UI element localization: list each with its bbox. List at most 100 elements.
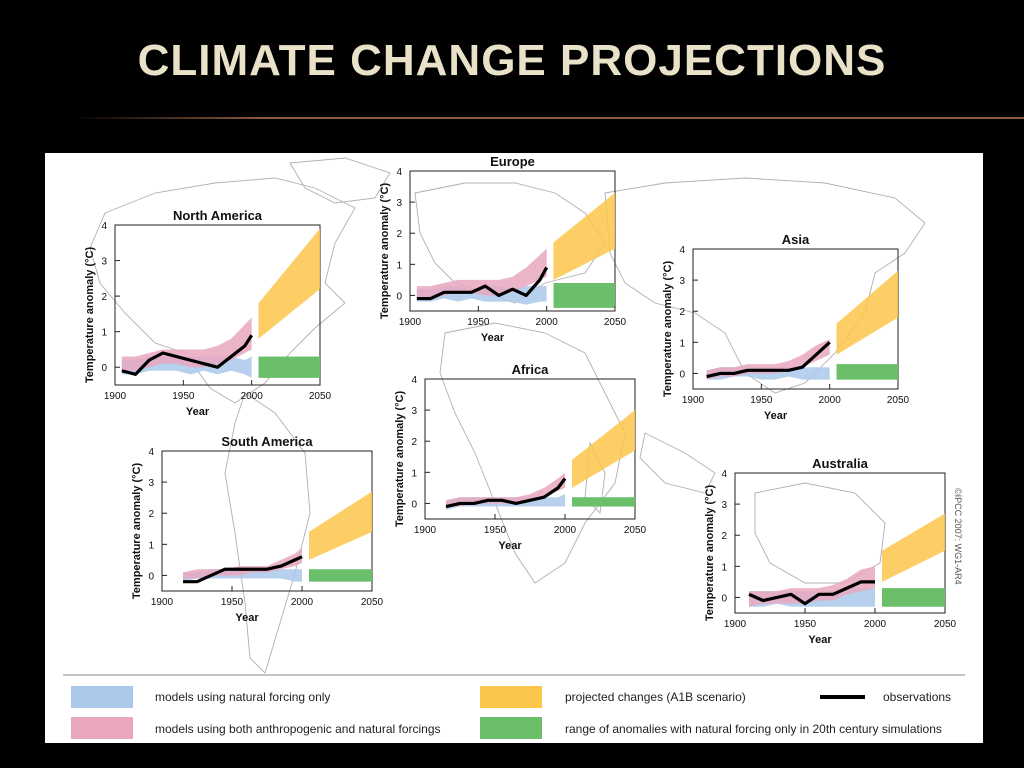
- y-tick-label: 1: [396, 260, 402, 271]
- x-tick-label: 2000: [536, 317, 559, 328]
- x-tick-label: 1950: [467, 317, 490, 328]
- y-tick-label: 1: [101, 328, 107, 339]
- legend: models using natural forcing only models…: [63, 674, 965, 739]
- x-tick-label: 2000: [554, 525, 577, 536]
- y-tick-label: 2: [679, 307, 685, 318]
- projected-band: [553, 192, 615, 280]
- chart-title: Australia: [812, 456, 868, 471]
- plot-frame: [692, 248, 899, 390]
- observations-line: [416, 266, 549, 301]
- observations-line: [706, 341, 831, 379]
- y-tick-label: 4: [396, 167, 402, 178]
- legend-label-both: models using both anthropogenic and natu…: [155, 722, 441, 736]
- natural-range-bar: [836, 364, 898, 380]
- x-tick-label: 2000: [291, 597, 314, 608]
- chart-panel: 0 1 2 3 4 1900 1950 2000 2050 South America Year Te…: [131, 434, 384, 624]
- ipcc-credit: ©IPCC 2007: WG1-AR4: [953, 488, 963, 585]
- both-forcing-band: [183, 547, 302, 579]
- natural-range-bar: [572, 497, 635, 507]
- y-tick-label: 2: [411, 437, 417, 448]
- y-tick-label: 4: [411, 375, 417, 386]
- y-tick-label: 1: [411, 468, 417, 479]
- x-tick-label: 2000: [819, 395, 842, 406]
- natural-range-bar: [258, 356, 320, 378]
- chart-title: Europe: [490, 154, 535, 169]
- x-tick-label: 2050: [361, 597, 384, 608]
- y-tick-label: 4: [101, 221, 107, 232]
- x-tick-label: 2050: [624, 525, 647, 536]
- x-axis-label: Year: [186, 406, 210, 418]
- x-tick-label: 1950: [172, 391, 195, 402]
- projected-band: [572, 410, 635, 488]
- x-tick-label: 1900: [399, 317, 422, 328]
- x-axis-label: Year: [498, 540, 522, 552]
- x-axis-label: Year: [764, 410, 788, 422]
- y-tick-label: 0: [101, 363, 107, 374]
- chart-panel: 0 1 2 3 4 1900 1950 2000 2050 North America Year Te…: [84, 208, 332, 418]
- x-tick-label: 1950: [794, 619, 817, 630]
- y-tick-label: 2: [148, 509, 154, 520]
- title-divider: [70, 117, 1024, 119]
- x-axis-label: Year: [235, 612, 259, 624]
- x-tick-label: 2050: [309, 391, 332, 402]
- x-tick-label: 2000: [241, 391, 264, 402]
- y-tick-label: 2: [101, 292, 107, 303]
- y-axis-label: Temperature anomaly (°C): [131, 463, 143, 600]
- chart-panel: 0 1 2 3 4 1900 1950 2000 2050 Africa Year Temperatu…: [394, 362, 647, 552]
- legend-swatch-range: [480, 717, 542, 739]
- x-tick-label: 2050: [934, 619, 957, 630]
- plot-frame: [114, 224, 321, 386]
- x-tick-label: 2050: [887, 395, 910, 406]
- observations-line: [445, 477, 567, 509]
- natural-range-bar: [309, 569, 372, 582]
- observations-line: [183, 555, 303, 584]
- projected-band: [836, 270, 898, 355]
- chart-panel: 0 1 2 3 4 1900 1950 2000 2050 Europe Year Temperatu…: [379, 154, 627, 344]
- x-axis-label: Year: [481, 332, 505, 344]
- legend-label-range: range of anomalies with natural forcing …: [565, 722, 942, 736]
- x-tick-label: 2050: [604, 317, 627, 328]
- chart-title: North America: [173, 208, 263, 223]
- x-tick-label: 1900: [682, 395, 705, 406]
- projected-band: [309, 491, 372, 560]
- chart-title: Asia: [782, 232, 810, 247]
- natural-range-bar: [553, 283, 615, 308]
- both-forcing-band: [416, 248, 547, 299]
- y-axis-label: Temperature anomaly (°C): [704, 485, 716, 622]
- x-tick-label: 2000: [864, 619, 887, 630]
- x-tick-label: 1900: [414, 525, 437, 536]
- y-tick-label: 0: [721, 593, 727, 604]
- y-tick-label: 3: [148, 478, 154, 489]
- y-tick-label: 1: [721, 562, 727, 573]
- y-tick-label: 3: [679, 276, 685, 287]
- y-tick-label: 3: [101, 257, 107, 268]
- y-tick-label: 0: [396, 291, 402, 302]
- y-tick-label: 3: [411, 406, 417, 417]
- y-axis-label: Temperature anomaly (°C): [379, 183, 391, 320]
- observations-line: [121, 334, 254, 376]
- y-tick-label: 4: [679, 245, 685, 256]
- legend-swatch-both: [71, 717, 133, 739]
- legend-swatch-projected: [480, 686, 542, 708]
- x-tick-label: 1950: [750, 395, 773, 406]
- chart-title: South America: [221, 434, 313, 449]
- x-tick-label: 1900: [151, 597, 174, 608]
- y-tick-label: 0: [148, 571, 154, 582]
- y-tick-label: 4: [721, 469, 727, 480]
- y-axis-label: Temperature anomaly (°C): [84, 247, 96, 384]
- chart-title: Africa: [512, 362, 550, 377]
- y-tick-label: 0: [411, 499, 417, 510]
- legend-swatch-natural: [71, 686, 133, 708]
- y-tick-label: 4: [148, 447, 154, 458]
- x-axis-label: Year: [808, 634, 832, 646]
- both-forcing-band: [706, 339, 830, 380]
- natural-range-bar: [882, 588, 945, 607]
- x-tick-label: 1950: [221, 597, 244, 608]
- legend-label-observations: observations: [883, 690, 951, 704]
- y-tick-label: 3: [721, 500, 727, 511]
- projected-band: [882, 513, 945, 582]
- projected-band: [258, 228, 320, 339]
- y-tick-label: 1: [679, 338, 685, 349]
- observations-line: [748, 580, 875, 606]
